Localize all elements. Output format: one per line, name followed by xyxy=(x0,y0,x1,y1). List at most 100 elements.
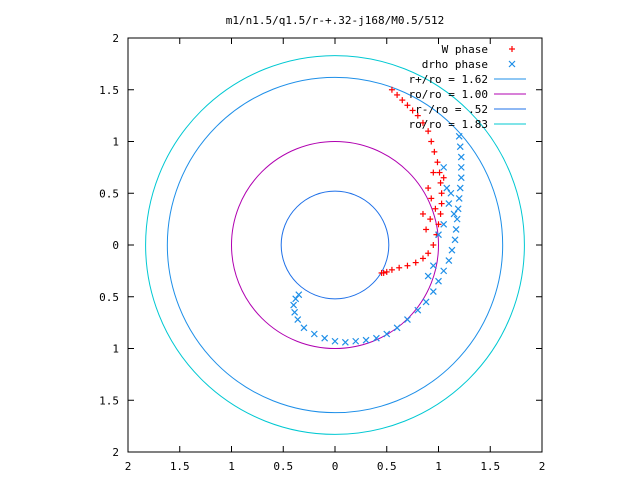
data-point-1 xyxy=(457,174,465,182)
data-point-0 xyxy=(428,195,435,202)
data-point-0 xyxy=(419,119,426,126)
data-point-0 xyxy=(425,250,432,257)
x-tick-label: 1.5 xyxy=(170,460,190,473)
circle-series-5 xyxy=(145,55,525,435)
data-point-1 xyxy=(362,336,370,344)
data-point-0 xyxy=(394,91,401,98)
data-point-1 xyxy=(450,210,458,218)
legend-label: r+/ro = 1.62 xyxy=(409,73,488,86)
data-point-1 xyxy=(372,334,380,342)
x-tick-label: 0.5 xyxy=(377,460,397,473)
scatter-points xyxy=(290,86,465,346)
data-point-1 xyxy=(414,306,422,314)
data-point-1 xyxy=(435,277,442,285)
legend-label: drho phase xyxy=(422,58,488,71)
reference-circles xyxy=(145,55,525,435)
data-point-1 xyxy=(455,132,463,140)
data-point-1 xyxy=(447,189,455,197)
data-point-0 xyxy=(436,169,443,176)
data-point-1 xyxy=(321,334,329,342)
data-point-0 xyxy=(419,255,426,262)
data-point-0 xyxy=(388,266,395,273)
data-point-0 xyxy=(396,264,403,271)
x-tick-label: 1.5 xyxy=(480,460,500,473)
data-point-1 xyxy=(300,324,308,332)
data-point-1 xyxy=(452,226,460,233)
data-point-1 xyxy=(440,220,448,228)
data-point-0 xyxy=(431,148,438,155)
legend-label: r-/ro = .52 xyxy=(415,103,488,116)
y-tick-label: 0.5 xyxy=(99,291,119,304)
data-point-0 xyxy=(399,97,406,104)
x-tick-label: 2 xyxy=(125,460,132,473)
y-tick-label: 2 xyxy=(112,446,119,459)
data-point-0 xyxy=(404,262,411,269)
data-point-0 xyxy=(437,179,444,186)
legend-key-0 xyxy=(509,46,515,52)
data-point-1 xyxy=(440,267,448,275)
data-point-1 xyxy=(443,184,451,192)
legend-label: W phase xyxy=(442,43,488,56)
y-tick-label: 1 xyxy=(112,136,119,149)
data-point-0 xyxy=(425,128,432,135)
data-point-0 xyxy=(432,205,439,212)
data-point-1 xyxy=(453,215,461,223)
data-point-1 xyxy=(383,330,391,338)
data-point-1 xyxy=(457,153,465,161)
x-tick-label: 1 xyxy=(435,460,442,473)
y-tick-label: 1.5 xyxy=(99,394,119,407)
data-point-1 xyxy=(294,316,302,323)
data-point-1 xyxy=(448,246,456,254)
data-point-1 xyxy=(435,231,442,239)
circle-series-4 xyxy=(280,190,390,300)
data-point-0 xyxy=(440,174,447,181)
data-point-0 xyxy=(412,259,419,266)
data-point-0 xyxy=(423,226,430,233)
data-point-0 xyxy=(428,138,435,145)
data-point-1 xyxy=(404,316,411,323)
legend-label: ro/ro = 1.00 xyxy=(409,88,488,101)
data-point-1 xyxy=(454,205,462,213)
data-point-1 xyxy=(456,143,464,151)
data-point-1 xyxy=(331,337,339,345)
data-point-0 xyxy=(378,269,385,276)
data-point-1 xyxy=(445,257,453,264)
data-point-1 xyxy=(291,308,299,316)
data-point-0 xyxy=(383,268,390,275)
circle-series-2 xyxy=(166,76,504,414)
data-point-0 xyxy=(388,86,395,93)
y-tick-label: 1 xyxy=(112,343,119,356)
x-tick-label: 0.5 xyxy=(273,460,293,473)
data-point-0 xyxy=(427,216,434,223)
data-point-1 xyxy=(445,200,453,208)
y-tick-label: 2 xyxy=(112,32,119,45)
y-tick-label: 0 xyxy=(112,239,119,252)
data-point-0 xyxy=(438,200,445,207)
data-point-1 xyxy=(424,272,432,280)
data-point-1 xyxy=(393,324,401,332)
data-point-1 xyxy=(341,338,349,346)
axis-ticks: 2 1.5 1 0.5 0 0.5 1 1.5 221.510.500.511.52 xyxy=(99,32,545,473)
data-point-0 xyxy=(435,221,442,228)
data-point-1 xyxy=(440,163,448,171)
legend: W phase drho phase r+/ro = 1.62 ro/ro = 1.0… xyxy=(409,43,526,131)
y-tick-label: 1.5 xyxy=(99,84,119,97)
data-point-0 xyxy=(414,112,421,119)
x-tick-label: 0 xyxy=(332,460,339,473)
circle-series-3 xyxy=(231,141,439,349)
chart-title: m1/n1.5/q1.5/r-+.32-j168/M0.5/512 xyxy=(226,14,445,27)
data-point-1 xyxy=(422,298,430,306)
data-point-0 xyxy=(430,242,437,248)
data-point-1 xyxy=(455,195,463,202)
data-point-1 xyxy=(451,236,459,244)
x-tick-label: 2 xyxy=(539,460,546,473)
data-point-1 xyxy=(429,262,437,270)
data-point-0 xyxy=(419,210,426,217)
data-point-1 xyxy=(456,184,464,192)
y-tick-label: 0.5 xyxy=(99,187,119,200)
data-point-1 xyxy=(429,288,437,295)
data-point-0 xyxy=(434,159,441,166)
data-point-1 xyxy=(310,330,318,338)
data-point-0 xyxy=(425,185,432,192)
